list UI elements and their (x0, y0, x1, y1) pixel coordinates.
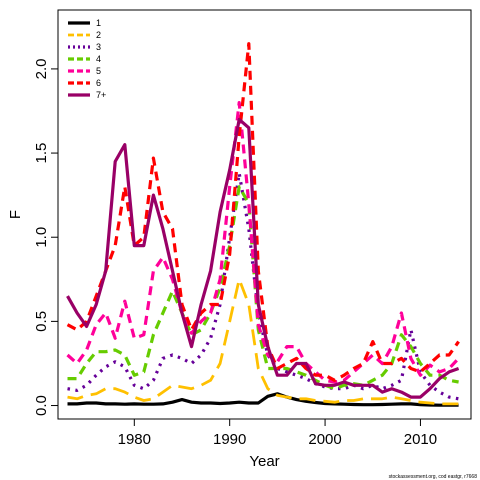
y-tick-label: 0.0 (33, 395, 50, 416)
x-tick-label: 2010 (404, 431, 437, 448)
legend-label: 5 (96, 66, 101, 76)
legend-label: 2 (96, 30, 101, 40)
legend-label: 3 (96, 42, 101, 52)
x-axis-title: Year (249, 453, 279, 470)
footnote: stockassessment.org, cod eastgr, r7668 (389, 474, 478, 480)
y-tick-label: 1.0 (33, 227, 50, 248)
x-tick-label: 2000 (308, 431, 341, 448)
x-axis: 1980 1990 2000 2010 (118, 419, 437, 448)
legend: 1 2 3 4 5 6 7+ (68, 18, 106, 100)
series-line-2 (67, 277, 459, 406)
series-line-5 (66, 100, 460, 384)
series-line-3 (67, 171, 459, 401)
legend-label: 7+ (96, 90, 106, 100)
series-line-4 (67, 185, 459, 391)
series-line-7 (66, 117, 460, 399)
y-axis: 0.0 0.5 1.0 1.5 2.0 (33, 58, 58, 416)
legend-label: 1 (96, 18, 101, 28)
x-tick-label: 1990 (213, 431, 246, 448)
plot-frame (57, 9, 472, 420)
x-tick-label: 1980 (118, 431, 151, 448)
series-line-1 (67, 392, 459, 407)
legend-label: 4 (96, 54, 101, 64)
y-tick-label: 1.5 (33, 143, 50, 164)
y-tick-label: 0.5 (33, 311, 50, 332)
y-axis-title: F (7, 210, 24, 219)
series-layer (66, 42, 460, 407)
y-tick-label: 2.0 (33, 58, 50, 79)
legend-label: 6 (96, 78, 101, 88)
